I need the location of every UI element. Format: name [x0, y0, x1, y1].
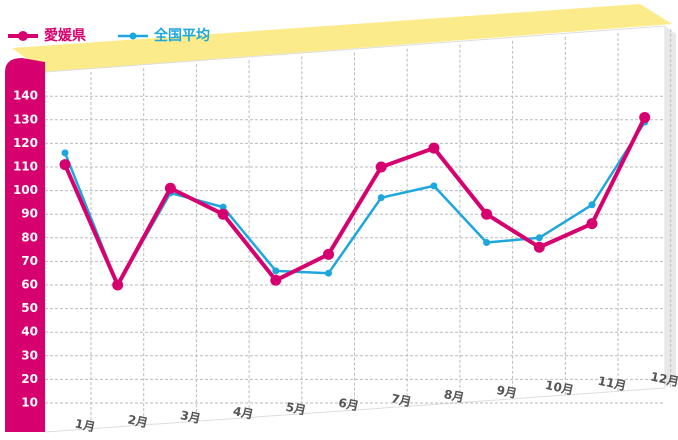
- x-tick-label: 1月: [74, 417, 97, 435]
- point: [59, 159, 71, 171]
- point: [375, 161, 387, 173]
- y-tick-label: 70: [21, 254, 38, 268]
- point: [588, 201, 596, 209]
- point: [219, 203, 227, 211]
- y-tick-label: 60: [21, 278, 38, 292]
- y-tick-label: 120: [13, 136, 38, 150]
- y-tick-label: 100: [13, 183, 38, 197]
- point: [430, 182, 438, 190]
- y-tick-label: 130: [13, 112, 38, 126]
- legend-marker: [129, 32, 137, 40]
- y-tick-label: 80: [21, 230, 38, 244]
- top-band: [12, 4, 672, 72]
- y-tick-label: 20: [21, 372, 38, 386]
- y-tick-label: 90: [21, 207, 38, 221]
- y-axis-band: [5, 58, 45, 432]
- series-line: [63, 116, 647, 287]
- x-tick-label: 2月: [126, 412, 149, 430]
- legend-label: 全国平均: [153, 27, 210, 44]
- point: [217, 208, 229, 220]
- y-tick-label: 50: [21, 301, 38, 315]
- point: [533, 241, 545, 253]
- point: [483, 239, 491, 247]
- legend-marker: [18, 31, 28, 41]
- point: [586, 218, 598, 230]
- x-tick-label: 11月: [597, 374, 628, 394]
- point: [323, 248, 334, 260]
- legend-label: 愛媛県: [44, 27, 86, 44]
- point: [112, 279, 124, 291]
- point: [61, 149, 69, 157]
- y-tick-label: 40: [21, 325, 38, 339]
- y-tick-label: 10: [21, 396, 38, 410]
- x-tick-label: 7月: [390, 391, 413, 409]
- y-tick-label: 30: [21, 348, 38, 362]
- x-tick-label: 4月: [232, 404, 255, 422]
- point: [428, 142, 440, 154]
- x-tick-label: 3月: [179, 408, 202, 426]
- x-tick-label: 8月: [443, 387, 466, 405]
- x-tick-label: 10月: [544, 378, 575, 398]
- point: [270, 274, 282, 286]
- point: [325, 269, 332, 277]
- x-tick-label: 5月: [284, 400, 307, 418]
- y-tick-label: 140: [13, 89, 38, 103]
- point: [535, 234, 543, 242]
- x-tick-label: 9月: [495, 383, 518, 401]
- y-tick-label: 110: [13, 160, 38, 174]
- x-tick-label: 6月: [337, 396, 360, 414]
- point: [639, 111, 651, 123]
- point: [272, 267, 280, 275]
- point: [377, 194, 385, 202]
- x-tick-label: 12月: [649, 369, 678, 389]
- point: [481, 208, 493, 220]
- point: [164, 182, 176, 194]
